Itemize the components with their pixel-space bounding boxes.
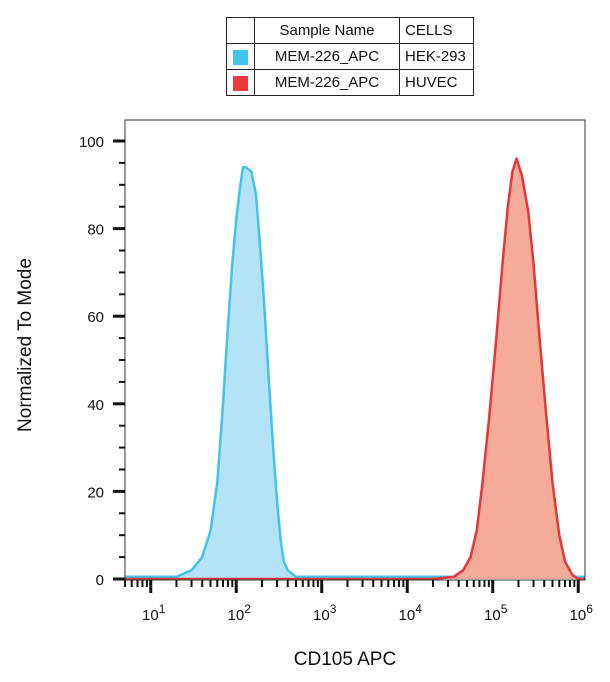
series-line-hek293 [125, 166, 585, 579]
x-tick-label: 102 [228, 602, 252, 624]
legend-cells-name: HEK-293 [399, 43, 474, 70]
y-tick-label: 100 [79, 134, 104, 151]
y-tick-label: 20 [87, 484, 104, 501]
x-axis-label: CD105 APC [294, 649, 396, 670]
x-tick-label: 104 [399, 602, 423, 624]
axis-layer: 0 20 40 60 80 100 101 102 103 104 105 106 [79, 134, 593, 624]
x-tick-label: 105 [484, 602, 508, 624]
legend-swatch-hek293 [233, 49, 248, 65]
series-layer [125, 157, 585, 581]
legend-table: Sample Name CELLS MEM-226_APC HEK-293 ME… [226, 17, 474, 96]
legend-row: MEM-226_APC HEK-293 [226, 43, 474, 70]
y-tick-label: 0 [96, 572, 104, 589]
legend-swatch-huvec [233, 75, 248, 91]
series-fill-huvec [125, 158, 585, 579]
y-axis-label: Normalized To Mode [15, 258, 36, 432]
legend-cells-name: HUVEC [399, 69, 474, 96]
plot-frame [124, 119, 586, 581]
series-line-huvec [125, 157, 585, 581]
y-tick-label: 60 [87, 309, 104, 326]
x-tick-label: 101 [142, 602, 166, 624]
y-tick-label: 80 [87, 222, 104, 239]
y-tick-label: 40 [87, 397, 104, 414]
legend-sample-name: MEM-226_APC [254, 69, 400, 96]
x-tick-label: 103 [313, 602, 337, 624]
legend-row: MEM-226_APC HUVEC [226, 69, 474, 96]
series-fill-hek293 [125, 167, 585, 580]
x-tick-label: 106 [570, 602, 594, 624]
